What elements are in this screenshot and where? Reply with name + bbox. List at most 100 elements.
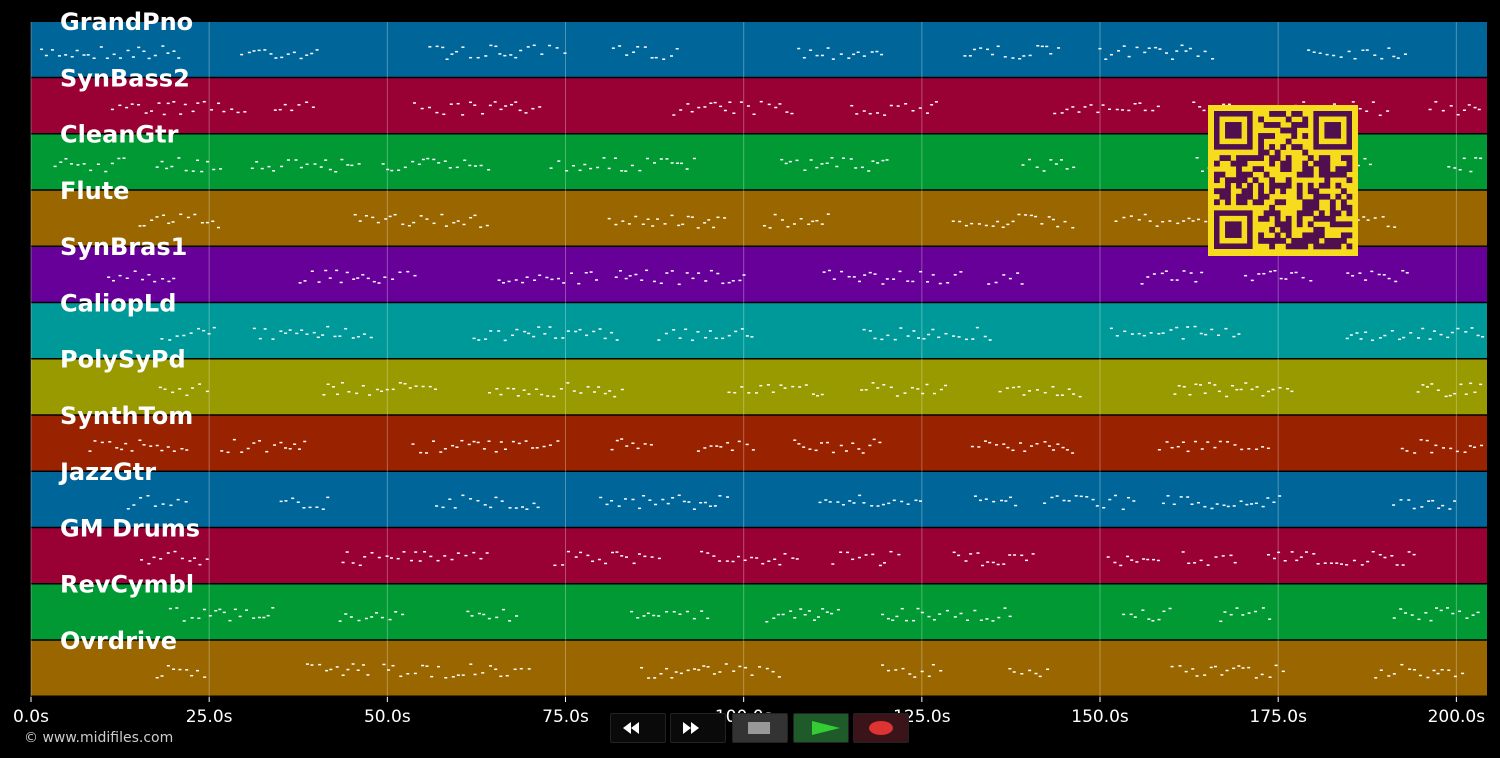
- note: [1378, 553, 1382, 556]
- note: [488, 104, 492, 107]
- note: [295, 332, 299, 335]
- forward-button[interactable]: [670, 713, 726, 743]
- note: [1166, 495, 1170, 497]
- note: [299, 57, 303, 60]
- note: [1370, 270, 1374, 273]
- note: [745, 443, 749, 446]
- note: [1323, 562, 1327, 564]
- note: [1184, 50, 1188, 52]
- qr-cell: [1296, 237, 1303, 244]
- note: [977, 223, 981, 225]
- note: [358, 564, 362, 567]
- note: [605, 503, 609, 506]
- note: [346, 164, 350, 166]
- note: [503, 54, 507, 57]
- note: [572, 164, 576, 167]
- qr-cell: [1313, 226, 1320, 233]
- note: [737, 555, 741, 558]
- note: [469, 498, 473, 500]
- note: [1025, 559, 1029, 562]
- note: [666, 502, 670, 505]
- note: [1254, 502, 1258, 505]
- note: [353, 213, 357, 216]
- note: [632, 562, 636, 565]
- note: [352, 278, 356, 280]
- note: [714, 337, 718, 340]
- note: [821, 608, 825, 610]
- note: [1022, 394, 1026, 396]
- note: [864, 389, 868, 391]
- note: [472, 551, 476, 554]
- note: [1467, 104, 1471, 106]
- note: [380, 616, 384, 619]
- stop-button[interactable]: [732, 713, 788, 743]
- note: [615, 551, 619, 553]
- qr-cell: [1280, 188, 1287, 195]
- note: [964, 338, 968, 341]
- note: [226, 451, 230, 454]
- qr-cell: [1296, 193, 1303, 200]
- note: [1126, 555, 1130, 558]
- note: [501, 608, 505, 611]
- note: [755, 557, 759, 559]
- note: [1186, 496, 1190, 498]
- note: [1237, 333, 1241, 335]
- qr-cell: [1340, 166, 1347, 173]
- record-button[interactable]: [853, 713, 909, 743]
- note: [1108, 498, 1112, 501]
- note: [263, 49, 267, 51]
- note: [325, 669, 329, 672]
- note: [670, 677, 674, 679]
- note: [1109, 53, 1113, 56]
- qr-cell: [1340, 221, 1347, 228]
- note: [725, 560, 729, 562]
- note: [882, 384, 886, 386]
- note: [507, 280, 511, 283]
- note: [1471, 614, 1475, 616]
- note: [554, 337, 558, 339]
- note: [191, 110, 195, 113]
- note: [202, 100, 206, 103]
- note: [707, 219, 711, 221]
- note: [305, 101, 309, 103]
- note: [448, 167, 452, 169]
- note: [64, 54, 68, 56]
- note: [1192, 101, 1196, 103]
- note: [614, 276, 618, 278]
- note: [611, 47, 615, 49]
- note: [886, 334, 890, 337]
- qr-cell: [1285, 127, 1292, 134]
- note: [1196, 55, 1200, 57]
- note: [243, 111, 247, 113]
- note: [1142, 334, 1146, 337]
- note: [692, 617, 696, 620]
- note: [310, 52, 314, 55]
- note: [718, 560, 722, 562]
- note: [570, 272, 574, 274]
- rewind-button[interactable]: [610, 713, 666, 743]
- note: [1325, 53, 1329, 56]
- note: [1364, 279, 1368, 281]
- note: [340, 382, 344, 384]
- note: [1042, 170, 1046, 172]
- note: [122, 157, 126, 159]
- note: [1316, 563, 1320, 565]
- note: [196, 102, 200, 104]
- note: [814, 449, 818, 452]
- qr-cell: [1324, 215, 1331, 222]
- note: [450, 53, 454, 55]
- note: [952, 551, 956, 554]
- play-button[interactable]: [793, 713, 849, 743]
- note: [739, 101, 743, 103]
- note: [494, 668, 498, 671]
- note: [305, 163, 309, 166]
- qr-cell: [1346, 177, 1353, 184]
- note: [1096, 111, 1100, 114]
- note: [868, 112, 872, 115]
- note: [697, 106, 701, 109]
- qr-cell: [1346, 210, 1353, 217]
- note: [1405, 450, 1409, 452]
- note: [552, 395, 556, 398]
- note: [1191, 668, 1195, 670]
- note: [1114, 494, 1118, 497]
